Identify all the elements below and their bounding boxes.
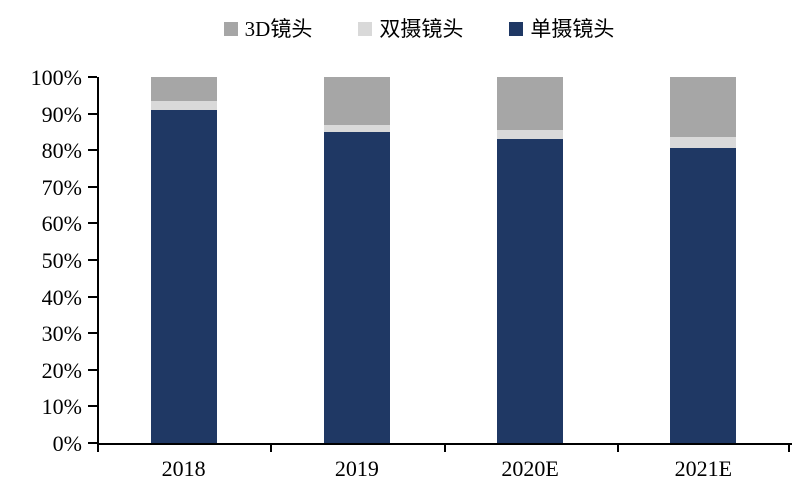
bar-segment-双摄镜头-2020E xyxy=(497,130,564,140)
x-axis-tick xyxy=(616,443,619,452)
x-axis-category-label: 2021E xyxy=(674,456,733,481)
y-axis-tick-label: 10% xyxy=(41,394,82,420)
bar-segment-双摄镜头-2019 xyxy=(323,124,390,132)
x-axis-category-label: 2019 xyxy=(334,456,379,481)
y-axis-tick xyxy=(88,442,97,444)
bar-segment-3D镜头-2021E xyxy=(670,77,737,138)
bar-segment-双摄镜头-2021E xyxy=(670,137,737,149)
x-axis-tick xyxy=(270,443,273,452)
bar-segment-双摄镜头-2018 xyxy=(150,100,217,110)
y-axis-tick-label: 50% xyxy=(41,248,82,273)
y-axis-tick xyxy=(88,295,97,298)
bar-segment-单摄镜头-2020E xyxy=(497,139,564,443)
bar-segment-单摄镜头-2021E xyxy=(670,148,737,443)
y-axis-tick xyxy=(88,332,97,335)
y-axis-tick-label: 20% xyxy=(41,357,82,383)
y-axis-tick-label: 100% xyxy=(30,65,82,90)
legend-swatch-icon xyxy=(358,22,373,36)
y-axis-tick xyxy=(88,112,97,115)
bar-segment-单摄镜头-2018 xyxy=(150,109,217,443)
y-axis-tick xyxy=(88,149,97,152)
legend-label: 3D镜头 xyxy=(244,16,313,41)
y-axis-tick xyxy=(88,185,97,188)
bar-segment-3D镜头-2020E xyxy=(497,77,564,131)
y-axis-tick xyxy=(88,405,97,408)
y-axis-line xyxy=(97,77,99,452)
legend-label: 单摄镜头 xyxy=(530,16,615,41)
y-axis-tick-label: 60% xyxy=(41,211,82,237)
y-axis-tick xyxy=(88,368,97,371)
y-axis-tick-label: 90% xyxy=(41,101,82,127)
legend-item-单摄镜头: 单摄镜头 xyxy=(509,16,615,41)
bar-segment-3D镜头-2019 xyxy=(323,77,390,125)
bar-segment-3D镜头-2018 xyxy=(150,77,217,101)
x-axis-tick xyxy=(788,443,790,452)
y-axis-tick xyxy=(88,222,97,225)
x-axis-tick xyxy=(97,443,99,452)
x-axis-category-label: 2018 xyxy=(161,456,206,481)
y-axis-tick-label: 0% xyxy=(52,431,82,456)
y-axis-tick-label: 30% xyxy=(41,321,82,347)
legend-swatch-icon xyxy=(509,22,524,36)
y-axis-tick-label: 80% xyxy=(41,138,82,164)
legend-item-双摄镜头: 双摄镜头 xyxy=(358,16,464,41)
legend-item-3D镜头: 3D镜头 xyxy=(223,16,313,41)
legend-swatch-icon xyxy=(223,22,238,36)
y-axis-tick-label: 70% xyxy=(41,174,82,200)
legend-label: 双摄镜头 xyxy=(379,16,464,41)
x-axis-category-label: 2020E xyxy=(501,456,559,481)
legend: 3D镜头 双摄镜头 单摄镜头 xyxy=(38,14,800,44)
y-axis-tick xyxy=(88,259,97,261)
bar-segment-单摄镜头-2019 xyxy=(323,131,390,443)
y-axis-tick-label: 40% xyxy=(41,284,82,310)
x-axis-tick xyxy=(443,443,446,452)
y-axis-tick xyxy=(88,76,97,78)
